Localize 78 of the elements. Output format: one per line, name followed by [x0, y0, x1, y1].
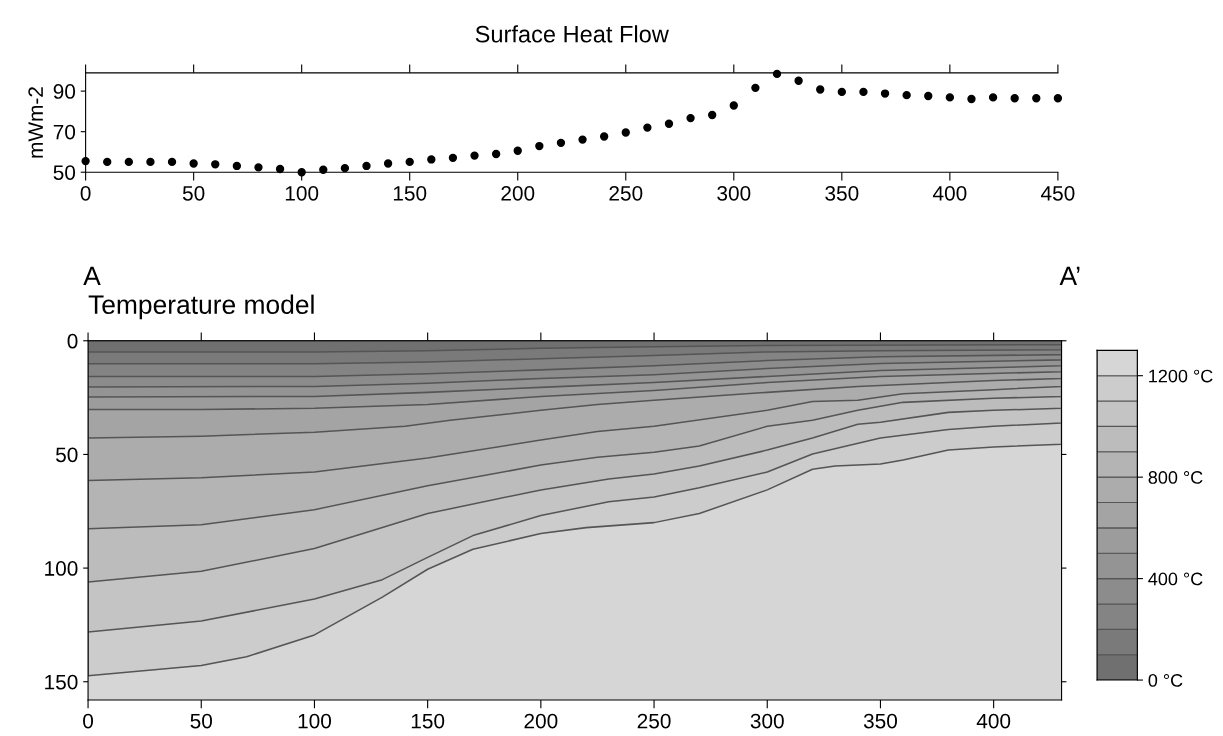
point — [513, 146, 522, 155]
point — [967, 94, 976, 104]
x-tick-label: 350 — [863, 713, 898, 729]
point — [880, 89, 890, 98]
point — [491, 149, 501, 159]
point — [254, 163, 263, 172]
y-tick-label: 150 — [45, 674, 78, 690]
text: A’ — [1059, 266, 1080, 286]
point — [470, 151, 479, 160]
point — [535, 141, 544, 151]
point — [362, 161, 371, 171]
point — [794, 76, 803, 85]
point — [621, 128, 630, 137]
point — [643, 123, 652, 132]
point — [319, 165, 328, 174]
y-tick-label: 50 — [53, 165, 76, 180]
point — [1010, 94, 1019, 103]
point — [751, 83, 760, 93]
point — [448, 153, 458, 162]
y-tick-label: 90 — [53, 84, 76, 99]
x-tick-label: 200 — [524, 713, 558, 729]
x-tick-label: 400 — [976, 713, 1011, 729]
x-tick-label: 50 — [182, 185, 205, 201]
x-tick-label: 250 — [609, 185, 643, 201]
x-tick-label: 200 — [501, 185, 535, 201]
y-tick-label: 70 — [53, 124, 76, 140]
y-tick-label: 0 — [67, 333, 78, 349]
point — [103, 157, 112, 167]
point — [729, 101, 738, 110]
point — [816, 85, 825, 94]
point — [189, 159, 198, 168]
point — [664, 119, 674, 128]
x-tick-label: 100 — [285, 185, 319, 201]
point — [837, 87, 846, 97]
x-tick-label: 350 — [825, 185, 859, 201]
point — [599, 132, 609, 141]
point — [945, 93, 955, 102]
y-tick-label: 50 — [56, 447, 78, 463]
chart-title: Temperature model — [88, 294, 314, 320]
x-tick-label: 450 — [1041, 185, 1075, 201]
point — [146, 157, 155, 167]
point — [1032, 94, 1041, 103]
x-tick-label: 0 — [83, 713, 94, 729]
point — [556, 138, 566, 147]
x-tick-label: 100 — [298, 713, 332, 729]
color-bar-label: 800 °C — [1148, 471, 1203, 484]
point — [988, 93, 998, 102]
point — [275, 164, 285, 174]
y-axis-title: mWm-2 — [28, 87, 43, 158]
point — [1053, 94, 1063, 103]
point — [211, 160, 220, 169]
x-tick-label: 250 — [637, 713, 671, 729]
point — [902, 91, 911, 100]
x-tick-label: 300 — [750, 713, 784, 729]
color-bar-label: 0 °C — [1148, 674, 1183, 687]
y-tick-label: 100 — [45, 561, 78, 576]
x-tick-label: 300 — [717, 185, 751, 201]
x-tick-label: 150 — [393, 185, 427, 201]
color-bar-label: 400 °C — [1148, 572, 1203, 586]
x-tick-label: 0 — [80, 185, 91, 201]
text: A — [83, 266, 101, 286]
point — [340, 164, 350, 173]
point — [427, 155, 436, 164]
point — [859, 87, 868, 97]
x-tick-label: 400 — [932, 185, 967, 201]
x-tick-label: 150 — [411, 713, 445, 729]
chart-title: Surface Heat Flow — [475, 25, 669, 43]
color-bar-label: 1200 °C — [1149, 369, 1213, 383]
point — [924, 91, 933, 101]
point — [383, 159, 393, 168]
point — [232, 161, 242, 171]
point — [686, 113, 695, 123]
x-tick-label: 50 — [190, 713, 213, 729]
point — [124, 157, 133, 167]
point — [708, 110, 717, 120]
point — [578, 135, 587, 144]
point — [167, 157, 177, 167]
point — [405, 157, 414, 167]
